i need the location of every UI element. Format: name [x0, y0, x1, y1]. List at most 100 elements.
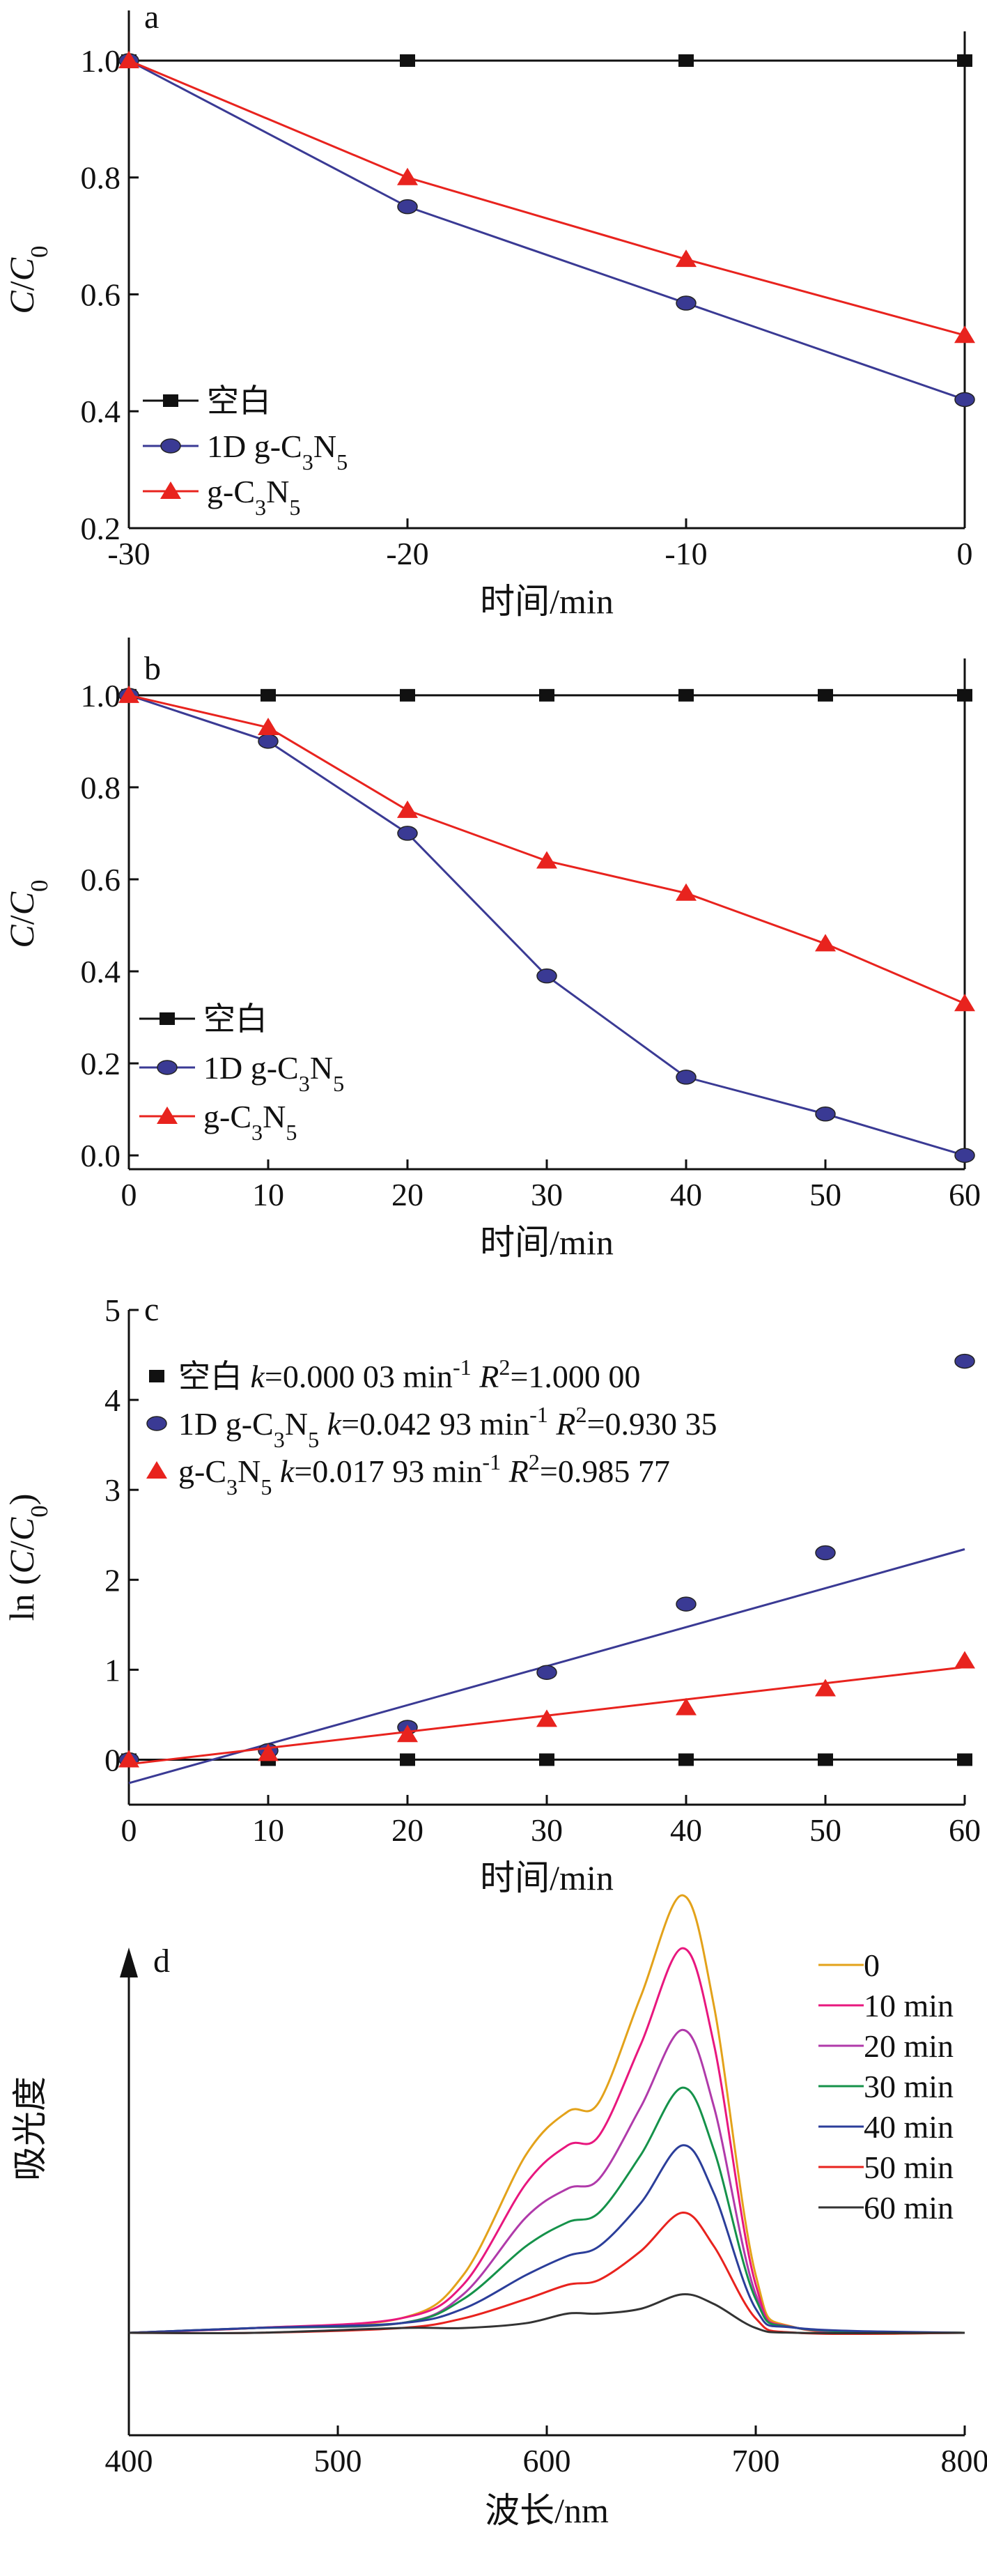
data-point: [397, 167, 418, 185]
legend-label: 0: [864, 1948, 880, 1983]
series-1D g-C3N5: [118, 688, 975, 1163]
legend-marker: [146, 1416, 167, 1431]
spectrum-10 min: [128, 1947, 965, 2334]
x-tick-label: 10: [252, 1177, 284, 1212]
data-point: [818, 1753, 833, 1766]
spectrum-30 min: [128, 2086, 965, 2334]
series-line: [128, 694, 965, 1157]
panel-a-chart: -30 -20 -10 0 0.2 0.4 0.6 0.8 1.0 时间/min C/C0 a 空白 1D…: [2, 0, 975, 621]
series-line: [128, 59, 965, 337]
panel-label: c: [144, 1291, 159, 1328]
legend-item: 40 min: [818, 2109, 954, 2145]
data-point: [539, 688, 554, 702]
legend-marker: [149, 1370, 164, 1382]
x-tick-label: -30: [107, 536, 150, 571]
data-point: [536, 1709, 557, 1727]
data-point: [818, 688, 833, 702]
data-point: [536, 968, 557, 984]
data-point: [397, 1725, 418, 1743]
x-tick-label: 60: [949, 1812, 981, 1848]
y-tick-label: 0.2: [81, 1046, 121, 1081]
legend-label: 40 min: [864, 2109, 954, 2145]
legend-label: 60 min: [864, 2190, 954, 2226]
legend-item: 50 min: [818, 2150, 954, 2185]
legend-label: 50 min: [864, 2150, 954, 2185]
data-point: [536, 1665, 557, 1680]
data-point: [954, 994, 975, 1012]
legend-item: 空白: [143, 383, 271, 419]
legend-label: 30 min: [864, 2069, 954, 2104]
data-point: [957, 688, 972, 702]
data-point: [678, 54, 694, 67]
data-point: [815, 1545, 836, 1561]
legend-label: 1D g-C3N5 k=0.042 93 min-1 R2=0.930 35: [178, 1402, 717, 1452]
x-tick-label: 20: [391, 1177, 423, 1212]
x-tick-label: 700: [732, 2443, 780, 2478]
x-tick-label: 0: [121, 1812, 137, 1848]
x-tick-label: 0: [121, 1177, 137, 1212]
y-tick-label: 0.4: [81, 394, 121, 429]
legend-label: 空白: [203, 1001, 267, 1037]
y-axis-arrow: [120, 1948, 138, 1977]
legend-label: 1D g-C3N5: [207, 429, 348, 475]
x-tick-label: 500: [314, 2443, 362, 2478]
y-tick-label: 2: [104, 1562, 121, 1598]
legend-label: g-C3N5: [207, 474, 300, 520]
x-tick-label: 400: [105, 2443, 153, 2478]
panel-d-chart: 400 500 600 700 800 波长/nm 吸光度 d 0 10 min 20 min 30 …: [10, 1894, 987, 2530]
legend-label: g-C3N5 k=0.017 93 min-1 R2=0.985 77: [178, 1449, 670, 1499]
legend-item: 空白 k=0.000 03 min-1 R2=1.000 00: [149, 1355, 640, 1394]
y-tick-label: 0.8: [81, 770, 121, 805]
legend-marker: [160, 1012, 175, 1025]
y-tick-label: 0.6: [81, 277, 121, 312]
y-tick-label: 1: [104, 1652, 121, 1688]
data-point: [258, 718, 279, 736]
y-tick-label: 3: [104, 1472, 121, 1508]
data-point: [954, 1353, 975, 1369]
y-tick-label: 0.4: [81, 954, 121, 989]
y-axis-label: 吸光度: [10, 2076, 49, 2181]
data-point: [258, 734, 279, 749]
y-tick-label: 4: [104, 1382, 121, 1418]
data-point: [954, 325, 975, 344]
y-tick-label: 0.2: [81, 511, 121, 546]
y-axis-label: C/C0: [2, 879, 53, 948]
legend-item: 20 min: [818, 2028, 954, 2064]
data-point: [261, 688, 276, 702]
x-tick-label: 10: [252, 1812, 284, 1848]
x-tick-label: -20: [386, 536, 428, 571]
x-tick-label: 20: [391, 1812, 423, 1848]
legend-label: 空白 k=0.000 03 min-1 R2=1.000 00: [178, 1355, 640, 1394]
spectrum-40 min: [128, 2144, 965, 2334]
x-tick-label: 800: [941, 2443, 987, 2478]
spectrum-20 min: [128, 2028, 965, 2334]
data-point: [397, 199, 418, 215]
legend-label: 空白: [207, 383, 271, 419]
data-point: [815, 934, 836, 952]
legend-marker: [157, 1060, 178, 1075]
x-axis-label: 波长/nm: [485, 2491, 609, 2530]
series-空白: [121, 688, 972, 702]
legend-marker: [163, 394, 178, 407]
legend-marker: [160, 438, 181, 454]
panel-b-chart: 0 10 20 30 40 50 60 0.0 0.2 0.4 0.6 0.8 1.0 时间/min C/C…: [2, 638, 981, 1262]
panel-label: a: [144, 0, 159, 36]
y-axis-label: ln (C/C0): [2, 1494, 53, 1621]
data-point: [400, 54, 415, 67]
x-tick-label: 600: [523, 2443, 571, 2478]
panel-label: d: [153, 1943, 170, 1980]
data-point: [954, 1651, 975, 1669]
data-point: [676, 295, 697, 311]
y-axis-label: C/C0: [2, 245, 53, 314]
legend-item: 30 min: [818, 2069, 954, 2104]
legend-label: 10 min: [864, 1988, 954, 2023]
data-point: [957, 1753, 972, 1766]
panel-label: b: [144, 650, 161, 687]
x-tick-label: 50: [809, 1177, 841, 1212]
legend-label: 1D g-C3N5: [203, 1050, 344, 1096]
x-tick-label: 50: [809, 1812, 841, 1848]
legend-item: 60 min: [818, 2190, 954, 2226]
data-point: [397, 826, 418, 841]
panel-c-chart: 0 10 20 30 40 50 60 0 1 2 3 4 5 时间/min ln (C/C0) c 空白 k=…: [2, 1291, 981, 1897]
y-tick-label: 5: [104, 1293, 121, 1328]
